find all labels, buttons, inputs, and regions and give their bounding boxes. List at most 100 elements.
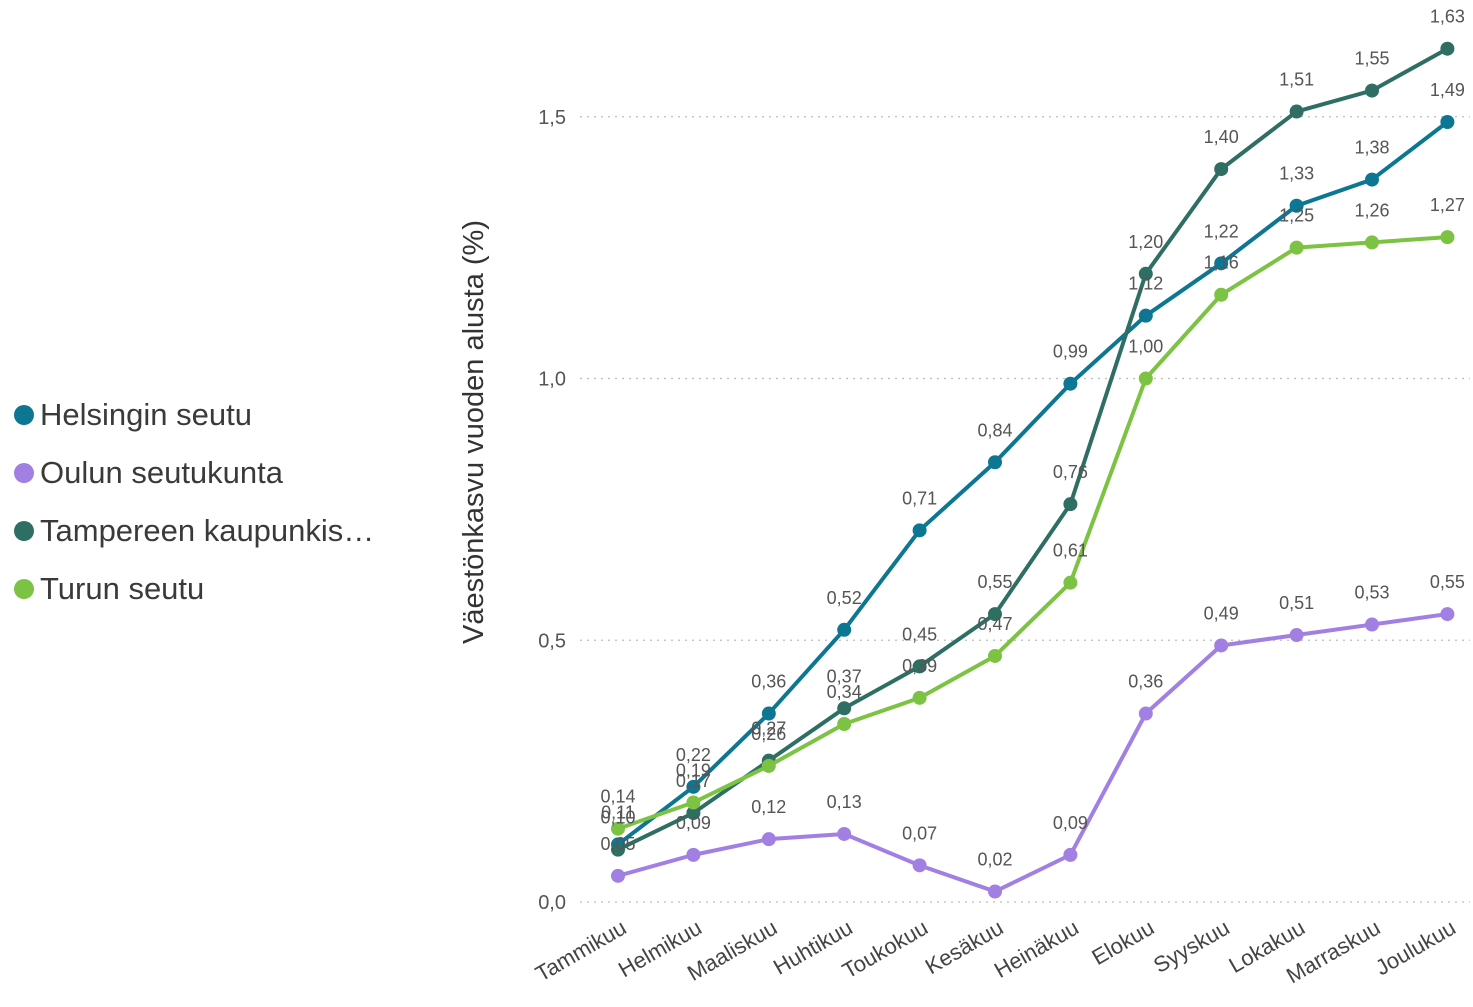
- data-point: [1365, 83, 1379, 98]
- series-lines: [611, 41, 1455, 899]
- series-line: [617, 46, 1449, 852]
- data-label: 0,09: [676, 813, 711, 833]
- data-point: [1138, 706, 1153, 721]
- data-label: 1,20: [1128, 232, 1163, 252]
- data-label: 1,12: [1128, 274, 1163, 294]
- data-label: 0,71: [902, 488, 937, 508]
- data-label: 0,05: [600, 834, 635, 854]
- data-point: [1063, 847, 1078, 862]
- legend-marker: [14, 521, 34, 541]
- data-label: 0,84: [977, 420, 1012, 440]
- y-tick-label: 1,0: [538, 369, 566, 391]
- data-point: [837, 701, 852, 716]
- legend: Helsingin seutu Oulun seutukunta Tampereen…: [14, 386, 374, 618]
- y-axis-label: Väestönkasvu vuoden alusta (%): [458, 220, 490, 644]
- data-label: 1,40: [1204, 127, 1239, 147]
- data-label: 0,47: [977, 614, 1012, 634]
- data-point: [1289, 198, 1304, 213]
- data-label: 1,49: [1430, 80, 1465, 100]
- data-point: [1138, 266, 1153, 281]
- data-point: [1365, 617, 1379, 632]
- series-line: [616, 120, 1449, 847]
- data-point: [837, 622, 852, 637]
- data-point: [686, 779, 701, 794]
- data-point: [686, 806, 701, 821]
- data-label: 1,51: [1279, 70, 1314, 90]
- data-point: [1214, 287, 1229, 302]
- data-label: 0,51: [1279, 593, 1314, 613]
- data-point: [1063, 575, 1078, 590]
- data-label: 0,53: [1354, 583, 1389, 603]
- data-label: 1,26: [1354, 200, 1389, 220]
- data-label: 0,61: [1053, 541, 1088, 561]
- x-tick-label: Heinäkuu: [990, 915, 1083, 983]
- series-line: [617, 235, 1448, 831]
- data-point: [686, 847, 701, 862]
- data-label: 0,22: [676, 745, 711, 765]
- data-point: [1440, 607, 1455, 622]
- data-label: 0,76: [1053, 462, 1088, 482]
- data-point: [988, 648, 1002, 663]
- legend-item[interactable]: Turun seutu: [14, 560, 374, 618]
- data-point: [761, 706, 776, 721]
- data-point: [1063, 497, 1078, 512]
- data-labels: 0,11 0,22 0,36 0,52 0,71 0,84 0,99 1,12 1,22 1,33…: [600, 7, 1464, 870]
- data-label: 1,22: [1204, 221, 1239, 241]
- x-tick-label: Toukokuu: [838, 915, 932, 984]
- data-point: [1138, 308, 1153, 323]
- data-label: 0,55: [1430, 572, 1465, 592]
- data-label: 0,36: [751, 672, 786, 692]
- data-label: 1,27: [1430, 195, 1465, 215]
- data-point: [837, 717, 852, 732]
- x-tick-label: Tammikuu: [531, 915, 630, 987]
- data-label: 1,55: [1354, 49, 1389, 69]
- series-line: [617, 612, 1448, 894]
- data-label: 1,38: [1354, 138, 1389, 158]
- legend-label: Helsingin seutu: [40, 397, 252, 432]
- data-point: [1289, 104, 1304, 119]
- data-label: 0,55: [977, 572, 1012, 592]
- data-label: 0,14: [600, 787, 635, 807]
- data-label: 0,45: [902, 624, 937, 644]
- data-label: 1,25: [1279, 206, 1314, 226]
- data-label: 0,99: [1053, 342, 1088, 362]
- data-point: [1138, 371, 1153, 386]
- data-label: 0,26: [751, 724, 786, 744]
- legend-marker: [14, 579, 34, 599]
- data-label: 0,07: [902, 823, 937, 843]
- data-point: [611, 821, 625, 836]
- legend-marker: [14, 405, 34, 425]
- data-point: [912, 523, 927, 538]
- data-label: 0,37: [827, 666, 862, 686]
- x-tick-label: Joulukuu: [1371, 915, 1460, 981]
- data-label: 1,63: [1430, 7, 1465, 27]
- data-label: 1,00: [1128, 337, 1163, 357]
- data-label: 0,11: [601, 802, 635, 822]
- data-label: 0,17: [676, 771, 711, 791]
- legend-item[interactable]: Tampereen kaupunkis…: [14, 502, 374, 560]
- data-point: [611, 842, 625, 857]
- legend-item[interactable]: Helsingin seutu: [14, 386, 374, 444]
- data-label: 0,34: [827, 682, 862, 702]
- data-point: [611, 868, 625, 883]
- data-point: [912, 858, 927, 873]
- data-point: [1365, 172, 1379, 187]
- data-label: 1,33: [1279, 164, 1314, 184]
- legend-label: Oulun seutukunta: [40, 455, 284, 490]
- data-label: 0,02: [977, 850, 1012, 870]
- data-label: 0,52: [827, 588, 862, 608]
- legend-item[interactable]: Oulun seutukunta: [14, 444, 374, 502]
- y-tick-label: 0,5: [538, 630, 566, 652]
- x-axis-ticks: TammikuuHelmikuuMaaliskuuHuhtikuuToukoku…: [531, 915, 1460, 989]
- x-tick-label: Syyskuu: [1149, 915, 1234, 978]
- data-label: 0,10: [600, 808, 635, 828]
- y-tick-label: 1,5: [538, 107, 566, 129]
- data-point: [988, 884, 1002, 899]
- data-point: [1214, 638, 1229, 653]
- data-point: [1440, 114, 1455, 129]
- data-label: 0,19: [676, 761, 711, 781]
- data-label: 0,09: [1053, 813, 1088, 833]
- data-label: 0,13: [827, 792, 862, 812]
- data-point: [1440, 41, 1455, 56]
